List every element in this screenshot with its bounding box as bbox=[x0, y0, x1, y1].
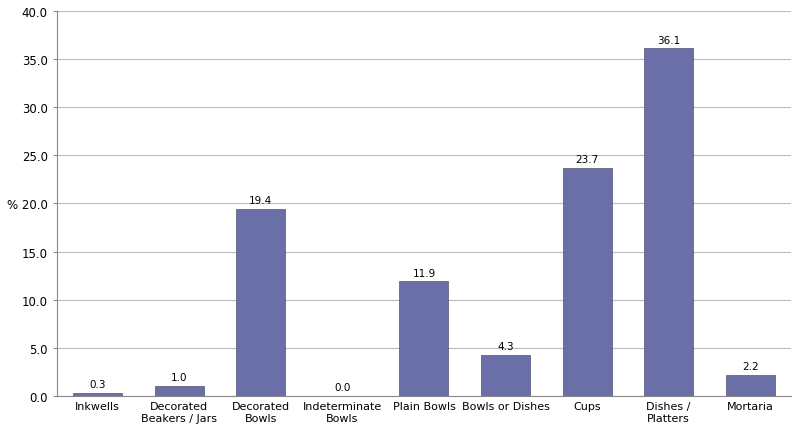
Text: 23.7: 23.7 bbox=[575, 155, 598, 165]
Text: 0.3: 0.3 bbox=[89, 379, 106, 389]
Bar bbox=[644, 49, 693, 396]
Bar bbox=[400, 282, 448, 396]
Text: 2.2: 2.2 bbox=[742, 361, 759, 371]
Bar bbox=[73, 393, 122, 396]
Text: 19.4: 19.4 bbox=[249, 196, 272, 206]
Bar bbox=[236, 210, 285, 396]
Bar bbox=[155, 387, 203, 396]
Text: 0.0: 0.0 bbox=[334, 382, 350, 392]
Bar bbox=[481, 355, 530, 396]
Text: 1.0: 1.0 bbox=[171, 372, 188, 383]
Bar bbox=[563, 169, 611, 396]
Text: 11.9: 11.9 bbox=[413, 268, 436, 278]
Text: 36.1: 36.1 bbox=[657, 36, 681, 46]
Text: 4.3: 4.3 bbox=[497, 341, 514, 351]
Bar bbox=[726, 375, 775, 396]
